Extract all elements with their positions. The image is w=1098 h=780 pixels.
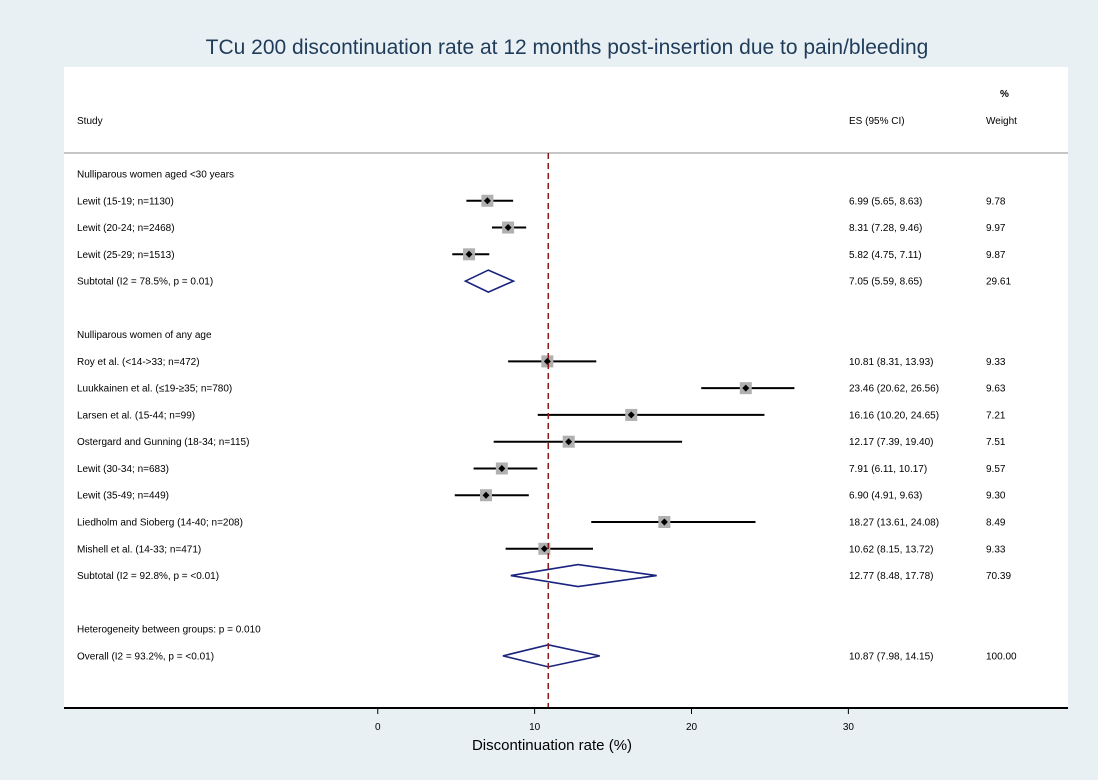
effect-size-ci: 7.91 (6.11, 10.17) <box>849 464 927 475</box>
effect-size-ci: 10.87 (7.98, 14.15) <box>849 651 934 662</box>
weight-value: 7.21 <box>986 410 1006 421</box>
point-estimate <box>498 464 506 472</box>
point-estimate <box>565 438 573 446</box>
study-label: Lewit (35-49; n=449) <box>77 491 169 502</box>
effect-size-ci: 12.77 (8.48, 17.78) <box>849 571 934 582</box>
point-estimate <box>504 224 512 232</box>
point-estimate <box>660 518 668 526</box>
study-label: Lewit (15-19; n=1130) <box>77 196 174 207</box>
study-label: Overall (I2 = 93.2%, p = <0.01) <box>77 651 214 662</box>
study-label: Ostergard and Gunning (18-34; n=115) <box>77 437 249 448</box>
weight-value: 100.00 <box>986 651 1017 662</box>
study-label: Lewit (30-34; n=683) <box>77 464 169 475</box>
weight-value: 9.57 <box>986 464 1006 475</box>
weight-value: 9.33 <box>986 357 1006 368</box>
study-label: Roy et al. (<14->33; n=472) <box>77 357 200 368</box>
effect-size-ci: 6.99 (5.65, 8.63) <box>849 196 922 207</box>
header-es: ES (95% CI) <box>849 116 905 127</box>
group-label: Nulliparous women aged <30 years <box>77 170 234 181</box>
pooled-diamond <box>463 269 516 293</box>
point-estimate <box>465 250 473 258</box>
weight-value: 9.30 <box>986 491 1006 502</box>
effect-size-ci: 23.46 (20.62, 26.56) <box>849 384 939 395</box>
effect-size-ci: 10.81 (8.31, 13.93) <box>849 357 934 368</box>
study-label: Mishell et al. (14-33; n=471) <box>77 544 201 555</box>
weight-value: 8.49 <box>986 518 1006 529</box>
x-tick-label: 20 <box>686 722 698 733</box>
point-estimate <box>540 545 548 553</box>
x-tick-label: 0 <box>375 722 381 733</box>
study-label: Subtotal (I2 = 92.8%, p = <0.01) <box>77 571 219 582</box>
study-label: Larsen et al. (15-44; n=99) <box>77 410 195 421</box>
weight-value: 9.78 <box>986 196 1006 207</box>
effect-size-ci: 16.16 (10.20, 24.65) <box>849 410 939 421</box>
study-label: Luukkainen et al. (≤19-≥35; n=780) <box>77 384 232 395</box>
point-estimate <box>627 411 635 419</box>
weight-value: 9.87 <box>986 250 1006 261</box>
header-weight-percent: % <box>1000 89 1009 100</box>
weight-value: 7.51 <box>986 437 1006 448</box>
header-study: Study <box>77 116 103 127</box>
point-estimate <box>483 197 491 205</box>
point-estimate <box>742 384 750 392</box>
x-axis-label: Discontinuation rate (%) <box>472 737 632 754</box>
x-tick-label: 10 <box>529 722 541 733</box>
weight-value: 9.33 <box>986 544 1006 555</box>
study-label: Liedholm and Sioberg (14-40; n=208) <box>77 518 243 529</box>
study-label: Lewit (25-29; n=1513) <box>77 250 175 261</box>
weight-value: 9.63 <box>986 384 1006 395</box>
weight-value: 70.39 <box>986 571 1011 582</box>
x-axis-ticks: 0 10 20 30 <box>375 708 854 733</box>
effect-size-ci: 5.82 (4.75, 7.11) <box>849 250 922 261</box>
weight-value: 29.61 <box>986 277 1011 288</box>
chart-title: TCu 200 discontinuation rate at 12 month… <box>206 36 929 59</box>
pooled-diamond <box>502 644 600 668</box>
weight-value: 9.97 <box>986 223 1006 234</box>
group-label: Nulliparous women of any age <box>77 330 212 341</box>
x-tick-label: 30 <box>843 722 855 733</box>
effect-size-ci: 10.62 (8.15, 13.72) <box>849 544 934 555</box>
header-weight: Weight <box>986 116 1017 127</box>
effect-size-ci: 8.31 (7.28, 9.46) <box>849 223 922 234</box>
effect-size-ci: 12.17 (7.39, 19.40) <box>849 437 934 448</box>
effect-size-ci: 6.90 (4.91, 9.63) <box>849 491 922 502</box>
study-label: Lewit (20-24; n=2468) <box>77 223 175 234</box>
plot-panel <box>64 67 1068 708</box>
effect-size-ci: 18.27 (13.61, 24.08) <box>849 518 939 529</box>
group-label: Heterogeneity between groups: p = 0.010 <box>77 625 261 636</box>
forest-rows: Nulliparous women aged <30 years Lewit (1… <box>77 170 1017 668</box>
effect-size-ci: 7.05 (5.59, 8.65) <box>849 277 922 288</box>
study-label: Subtotal (I2 = 78.5%, p = 0.01) <box>77 277 213 288</box>
pooled-diamond <box>510 563 657 588</box>
point-estimate <box>543 357 551 365</box>
point-estimate <box>482 491 490 499</box>
